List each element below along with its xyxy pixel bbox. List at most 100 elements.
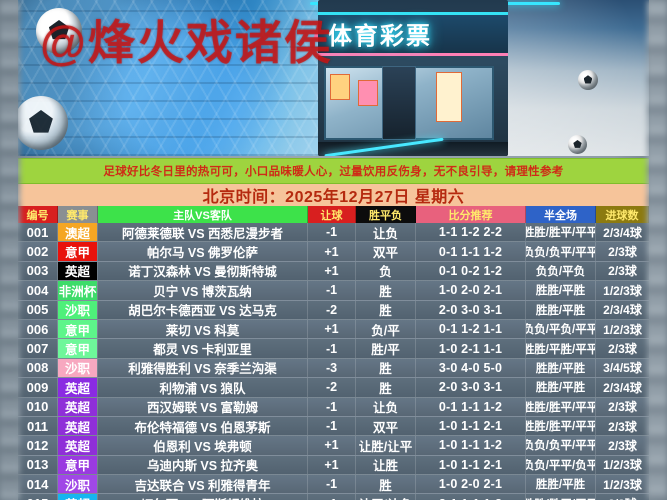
cell-match-number: 007 <box>18 339 58 358</box>
soccer-ball-icon <box>578 70 598 90</box>
cell-score-recommendation: 1-0 1-1 1-2 <box>416 436 526 455</box>
cell-match-number: 006 <box>18 319 58 339</box>
disclaimer-bar: 足球好比冬日里的热可可，小口品味暖人心，过量饮用反伤身，无不良引导，请理性参考 <box>18 158 649 184</box>
date-text: 北京时间：2025年12月27日 星期六 <box>202 189 465 206</box>
cell-wdl: 让胜/让平 <box>356 436 416 455</box>
cell-handicap: +1 <box>308 261 356 281</box>
shop-poster <box>358 80 378 106</box>
cell-match-teams: 阿德莱德联 VS 西悉尼漫步者 <box>98 223 308 242</box>
cell-half-full-time: 胜胜/平胜 <box>526 378 596 397</box>
cell-handicap: -1 <box>308 494 356 500</box>
cell-score-recommendation: 1-0 2-1 1-1 <box>416 339 526 358</box>
left-blur-strip <box>0 0 20 500</box>
cell-wdl: 胜 <box>356 300 416 319</box>
cell-match-number: 013 <box>18 455 58 475</box>
cell-match-number: 001 <box>18 223 58 242</box>
table-header-row: 编号 赛事 主队VS客队 让球 胜平负 比分推荐 半全场 进球数 <box>18 206 649 223</box>
shop-sign-text: 体育彩票 <box>328 23 432 50</box>
shop-steps <box>318 142 508 156</box>
table-row[interactable]: 011 英超 布伦特福德 VS 伯恩茅斯 -1 双平 1-0 1-1 2-1 胜胜/胜平/平… <box>18 416 649 437</box>
cell-match-teams: 贝宁 VS 博茨瓦纳 <box>98 281 308 300</box>
cell-match-number: 009 <box>18 378 58 397</box>
shop-poster <box>330 74 350 100</box>
cell-league: 英超 <box>58 261 98 281</box>
league-badge: 意甲 <box>58 242 97 261</box>
cell-score-recommendation: 1-0 2-0 2-1 <box>416 281 526 300</box>
cell-goal-count: 2/3球 <box>608 438 637 453</box>
cell-match-teams: 帕尔马 VS 佛罗伦萨 <box>98 242 308 261</box>
cell-match-teams: 利雅得胜利 VS 奈季兰沟渠 <box>98 358 308 378</box>
table-row[interactable]: 005 沙职 胡巴尔卡德西亚 VS 达马克 -2 胜 2-0 3-0 3-1 胜胜/平胜 2/… <box>18 300 649 320</box>
cell-score-recommendation: 0-1 1-1 1-2 <box>416 397 526 416</box>
cell-goal-count: 1/2/3球 <box>603 322 642 337</box>
table-row[interactable]: 008 沙职 利雅得胜利 VS 奈季兰沟渠 -3 胜 3-0 4-0 5-0 胜胜/平胜 3/… <box>18 358 649 379</box>
cell-score-recommendation: 2-0 3-0 3-1 <box>416 378 526 397</box>
cell-half-full-time: 负负/平平/负平 <box>526 455 596 475</box>
cell-wdl: 双平 <box>356 242 416 261</box>
cell-league: 英超 <box>58 494 98 500</box>
table-row[interactable]: 001 澳超 阿德莱德联 VS 西悉尼漫步者 -1 让负 1-1 1-2 2-2 胜胜/胜平… <box>18 223 649 243</box>
cell-score-recommendation: 1-0 2-0 2-1 <box>416 475 526 494</box>
cell-league: 意甲 <box>58 242 98 261</box>
cell-handicap: +1 <box>308 319 356 339</box>
cell-league: 英超 <box>58 416 98 436</box>
cell-goal-count: 2/3/4球 <box>603 303 642 318</box>
cell-half-full-time: 负负/负平/平平 <box>526 436 596 455</box>
cell-match-number: 005 <box>18 300 58 319</box>
cell-wdl: 负 <box>356 261 416 281</box>
table-row[interactable]: 012 英超 伯恩利 VS 埃弗顿 +1 让胜/让平 1-0 1-1 1-2 负负/负平/平… <box>18 436 649 456</box>
cell-match-number: 015 <box>18 494 58 500</box>
cell-score-recommendation: 2-0 3-0 3-1 <box>416 300 526 319</box>
cell-wdl: 双平 <box>356 416 416 436</box>
cell-match-teams: 布伦特福德 VS 伯恩茅斯 <box>98 416 308 436</box>
cell-wdl: 负/平 <box>356 319 416 339</box>
table-row[interactable]: 002 意甲 帕尔马 VS 佛罗伦萨 +1 双平 0-1 1-1 1-2 负负/负平/平平 2… <box>18 242 649 262</box>
cell-score-recommendation: 0-1 0-2 1-2 <box>416 261 526 281</box>
cell-match-number: 011 <box>18 416 58 436</box>
table-row[interactable]: 003 英超 诺丁汉森林 VS 曼彻斯特城 +1 负 0-1 0-2 1-2 负负/平负 2/… <box>18 261 649 282</box>
cell-handicap: -1 <box>308 397 356 416</box>
cell-half-full-time: 胜胜/胜平/平平 <box>526 397 596 416</box>
table-row[interactable]: 013 意甲 乌迪内斯 VS 拉齐奥 +1 让胜 1-0 1-1 2-1 负负/平平/负平 1… <box>18 455 649 476</box>
table-row[interactable]: 007 意甲 都灵 VS 卡利亚里 -1 胜/平 1-0 2-1 1-1 胜胜/平胜/平平 2… <box>18 339 649 359</box>
cell-match-teams: 西汉姆联 VS 富勒姆 <box>98 397 308 416</box>
cell-handicap: -1 <box>308 416 356 436</box>
league-badge: 沙职 <box>58 300 97 319</box>
soccer-ball-icon <box>18 96 68 150</box>
cell-half-full-time: 胜胜/胜平/平平 <box>526 223 596 242</box>
table-row[interactable]: 004 非洲杯 贝宁 VS 博茨瓦纳 -1 胜 1-0 2-0 2-1 胜胜/平胜 1/2/3… <box>18 281 649 301</box>
table-row[interactable]: 010 英超 西汉姆联 VS 富勒姆 -1 让负 0-1 1-1 1-2 胜胜/胜平/平平 2… <box>18 397 649 417</box>
cell-score-recommendation: 2-1 1-1 1-2 <box>416 494 526 500</box>
cell-handicap: -2 <box>308 300 356 319</box>
cell-half-full-time: 胜胜/胜平/平平 <box>526 494 596 500</box>
league-badge: 英超 <box>58 397 97 416</box>
table-row[interactable]: 006 意甲 莱切 VS 科莫 +1 负/平 0-1 1-2 1-1 负负/平负/平平 1/2… <box>18 319 649 340</box>
shop-poster <box>436 72 462 122</box>
header-score: 比分推荐 <box>416 206 526 223</box>
cell-league: 沙职 <box>58 358 98 378</box>
cell-score-recommendation: 0-1 1-2 1-1 <box>416 319 526 339</box>
header-banner-image: 体育彩票 @烽火戏诸侯 <box>18 0 649 156</box>
cell-match-teams: 切尔西 VS 阿斯顿维拉 <box>98 494 308 500</box>
soccer-ball-icon <box>36 8 82 54</box>
cell-goal-count: 1/2/3球 <box>603 477 642 492</box>
league-badge: 意甲 <box>58 339 97 358</box>
cell-handicap: -3 <box>308 358 356 378</box>
league-badge: 英超 <box>58 378 97 397</box>
cell-handicap: -1 <box>308 223 356 242</box>
cell-goal-count: 3/4/5球 <box>603 361 642 376</box>
table-row[interactable]: 015英超切尔西 VS 阿斯顿维拉-1让平/让负2-1 1-1 1-2胜胜/胜平… <box>18 494 649 500</box>
disclaimer-text: 足球好比冬日里的热可可，小口品味暖人心，过量饮用反伤身，无不良引导，请理性参考 <box>103 166 564 178</box>
cell-goal-count: 2/3球 <box>596 494 649 500</box>
header-match: 主队VS客队 <box>98 206 308 223</box>
cell-handicap: -1 <box>308 339 356 358</box>
cell-match-teams: 利物浦 VS 狼队 <box>98 378 308 397</box>
cell-wdl: 让负 <box>356 223 416 242</box>
table-row[interactable]: 009 英超 利物浦 VS 狼队 -2 胜 2-0 3-0 3-1 胜胜/平胜 2/3/4球 <box>18 378 649 398</box>
cell-match-number: 002 <box>18 242 58 261</box>
cell-match-number: 014 <box>18 475 58 494</box>
cell-league: 非洲杯 <box>58 281 98 300</box>
shop-door <box>382 66 416 140</box>
table-row[interactable]: 014 沙职 吉达联合 VS 利雅得青年 -1 胜 1-0 2-0 2-1 胜胜/平胜 1/2… <box>18 475 649 495</box>
